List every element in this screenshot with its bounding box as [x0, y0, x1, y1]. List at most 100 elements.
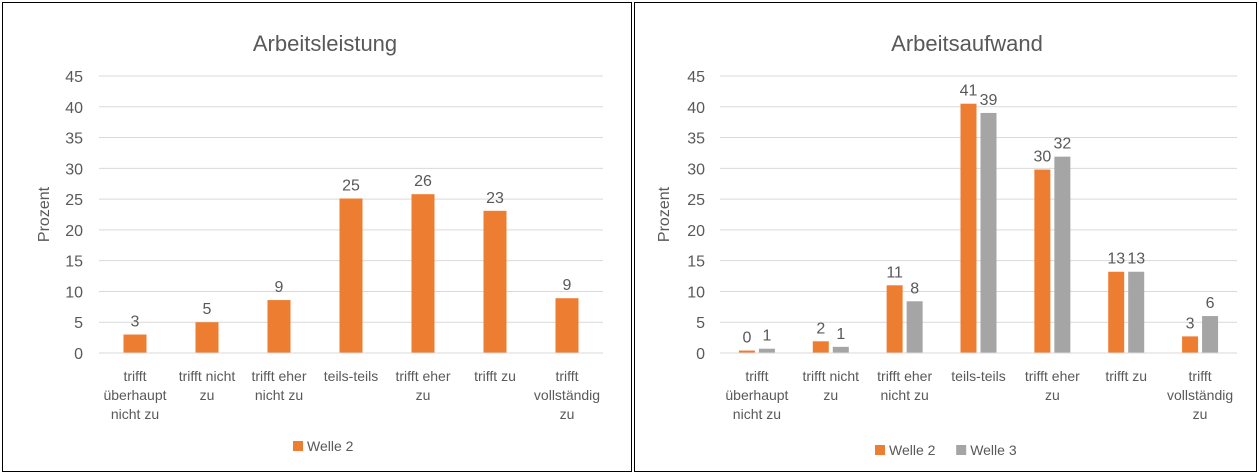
- bar-welle-3: [758, 348, 775, 353]
- bar-welle-2: [267, 300, 291, 353]
- chart-svg-arbeitsaufwand: Arbeitsaufwand Prozent 0 5 10 15 20 25 30 35 40 45 0…: [656, 31, 1237, 458]
- bar-welle-2: [411, 194, 435, 353]
- data-label: 3: [1186, 315, 1195, 332]
- chart-title: Arbeitsleistung: [253, 31, 397, 56]
- y-axis-label: Prozent: [36, 186, 53, 242]
- x-tick-label: trifft: [1189, 368, 1212, 384]
- chart-arbeitsleistung: Arbeitsleistung Prozent 0 5 10 15 20 25 30 35 40 45…: [2, 2, 632, 472]
- data-label: 23: [486, 190, 504, 207]
- x-tick-label: überhaupt: [725, 387, 788, 403]
- y-tick-label: 40: [687, 100, 705, 117]
- bar-welle-3: [832, 346, 849, 353]
- y-tick-label: 25: [687, 192, 705, 209]
- x-tick-label: zu: [1193, 406, 1208, 422]
- x-tick-label: trifft: [745, 368, 768, 384]
- y-tick-label: 45: [687, 69, 705, 86]
- legend-item: Welle 2: [889, 442, 936, 458]
- x-tick-label: zu: [823, 387, 838, 403]
- x-tick-label: zu: [560, 406, 575, 422]
- x-tick-label: nicht zu: [255, 387, 303, 403]
- x-tick-label: zu: [200, 387, 215, 403]
- legend-swatch: [956, 445, 967, 455]
- bar-welle-2: [1108, 271, 1125, 353]
- y-tick-label: 5: [74, 315, 83, 332]
- data-label: 6: [1206, 295, 1215, 312]
- data-label: 26: [414, 173, 432, 190]
- chart-arbeitsaufwand: Arbeitsaufwand Prozent 0 5 10 15 20 25 30 35 40 45 0…: [634, 2, 1257, 472]
- bar-welle-2: [960, 103, 977, 353]
- data-label: 2: [816, 320, 825, 337]
- legend-item: Welle 3: [970, 442, 1017, 458]
- data-label: 25: [342, 177, 360, 194]
- x-tick-label: trifft: [555, 368, 578, 384]
- y-tick-label: 40: [65, 100, 83, 117]
- x-tick-label: vollständig: [1167, 387, 1233, 403]
- bar-welle-3: [906, 301, 923, 353]
- y-tick-label: 25: [65, 192, 83, 209]
- x-tick-label: trifft nicht: [179, 368, 236, 384]
- bar-welle-2: [1182, 336, 1199, 353]
- x-tick-label: teils-teils: [324, 368, 378, 384]
- data-label: 5: [203, 301, 212, 318]
- y-tick-label: 15: [687, 254, 705, 271]
- data-label: 9: [563, 277, 572, 294]
- x-tick-label: vollständig: [534, 387, 600, 403]
- data-label: 1: [762, 328, 771, 345]
- y-tick-label: 35: [687, 131, 705, 148]
- legend-item: Welle 2: [307, 438, 354, 454]
- y-tick-label: 10: [65, 284, 83, 301]
- x-tick-label: trifft zu: [1105, 368, 1147, 384]
- data-label: 8: [910, 280, 919, 297]
- x-tick-label: zu: [416, 387, 431, 403]
- x-tick-label: überhaupt: [103, 387, 166, 403]
- bar-welle-2: [195, 322, 219, 353]
- data-label: 32: [1053, 136, 1071, 153]
- y-tick-label: 20: [65, 223, 83, 240]
- x-tick-label: trifft eher: [1025, 368, 1080, 384]
- y-tick-label: 30: [687, 161, 705, 178]
- x-tick-label: trifft eher: [396, 368, 451, 384]
- data-label: 39: [980, 92, 998, 109]
- y-tick-label: 5: [696, 315, 705, 332]
- x-tick-label: trifft eher: [877, 368, 932, 384]
- y-tick-label: 35: [65, 131, 83, 148]
- x-tick-label: zu: [1045, 387, 1060, 403]
- x-tick-label: trifft nicht: [803, 368, 860, 384]
- y-tick-label: 0: [74, 346, 83, 363]
- data-label: 9: [275, 279, 284, 296]
- data-label: 11: [886, 264, 903, 281]
- chart-svg-arbeitsleistung: ArbeitsleistungProzent051015202530354045…: [36, 31, 603, 454]
- bar-welle-3: [980, 112, 997, 353]
- data-label: 41: [960, 83, 978, 100]
- x-tick-label: trifft: [123, 368, 146, 384]
- legend-swatch: [875, 445, 885, 455]
- x-tick-label: nicht zu: [881, 387, 929, 403]
- bar-welle-2: [123, 334, 147, 353]
- y-axis-label: Prozent: [656, 186, 673, 242]
- bar-welle-2: [812, 341, 829, 353]
- data-label: 1: [836, 326, 845, 343]
- bar-welle-2: [339, 198, 363, 353]
- bar-welle-2: [886, 285, 903, 353]
- x-tick-label: nicht zu: [111, 406, 159, 422]
- data-label: 13: [1127, 251, 1145, 268]
- y-tick-label: 30: [65, 161, 83, 178]
- chart-title: Arbeitsaufwand: [891, 31, 1043, 56]
- bar-welle-3: [1128, 271, 1145, 353]
- x-tick-label: nicht zu: [733, 406, 781, 422]
- bar-welle-2: [483, 210, 507, 353]
- data-label: 3: [131, 314, 140, 331]
- y-tick-label: 15: [65, 254, 83, 271]
- y-tick-label: 0: [696, 346, 705, 363]
- x-tick-label: trifft zu: [474, 368, 516, 384]
- data-label: 13: [1107, 251, 1125, 268]
- data-label: 30: [1033, 149, 1051, 166]
- data-label: 0: [742, 330, 751, 347]
- y-tick-label: 45: [65, 69, 83, 86]
- bar-welle-2: [555, 298, 579, 353]
- bar-welle-3: [1054, 156, 1071, 353]
- x-tick-label: trifft eher: [252, 368, 307, 384]
- y-tick-label: 20: [687, 223, 705, 240]
- legend-swatch: [293, 441, 303, 451]
- y-tick-label: 10: [687, 284, 705, 301]
